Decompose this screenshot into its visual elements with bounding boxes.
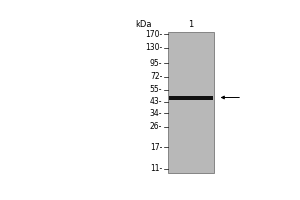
- Text: 130-: 130-: [145, 43, 162, 52]
- Text: 17-: 17-: [150, 143, 162, 152]
- Text: 1: 1: [188, 20, 194, 29]
- Text: 26-: 26-: [150, 122, 162, 131]
- Text: 55-: 55-: [150, 85, 162, 94]
- Text: 34-: 34-: [150, 109, 162, 118]
- Text: 43-: 43-: [150, 97, 162, 106]
- Text: 72-: 72-: [150, 72, 162, 81]
- Text: kDa: kDa: [135, 20, 152, 29]
- Bar: [168, 32, 214, 173]
- Text: 11-: 11-: [150, 164, 162, 173]
- Text: 170-: 170-: [145, 30, 162, 39]
- Bar: [169, 96, 213, 100]
- Text: 95-: 95-: [150, 59, 162, 68]
